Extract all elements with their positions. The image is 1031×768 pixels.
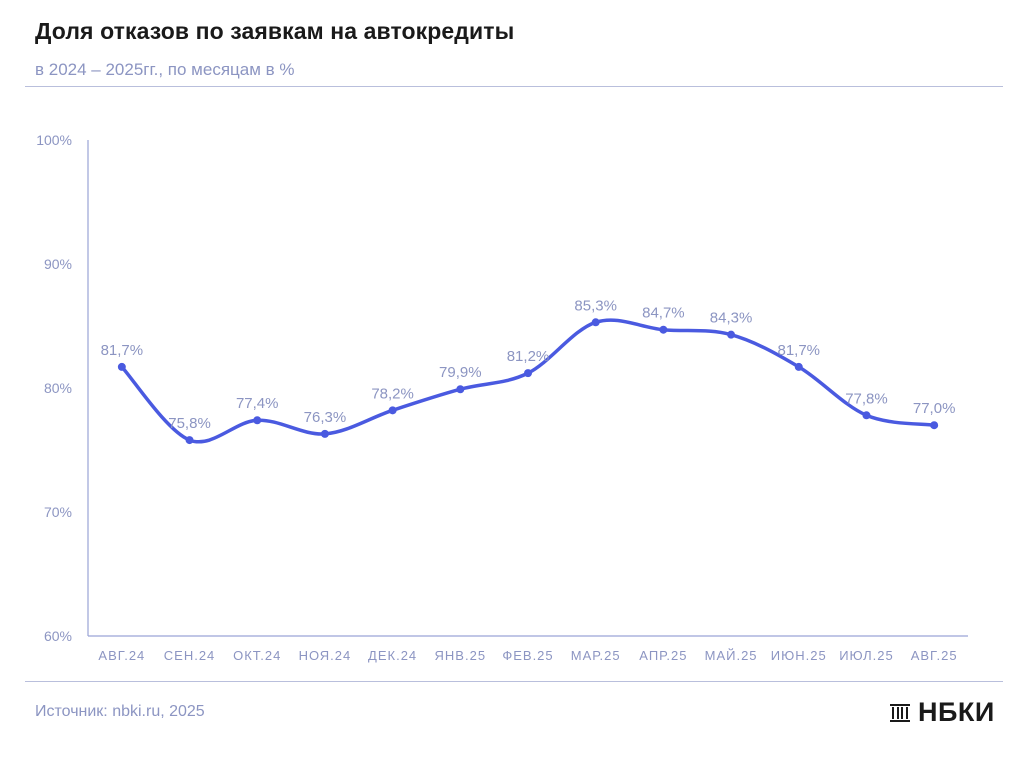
x-tick-label: ИЮН.25 (771, 648, 827, 663)
data-label: 81,2% (507, 348, 550, 365)
data-label: 85,3% (574, 297, 617, 314)
data-label: 76,3% (304, 409, 347, 426)
data-point (794, 362, 803, 371)
data-point (117, 362, 126, 371)
y-tick-label: 90% (44, 256, 72, 272)
y-tick-label: 60% (44, 628, 72, 644)
line-chart: 60% 70% 80% 90% 100% АВГ.24 СЕН.24 ОКТ.24 НОЯ.24… (36, 132, 968, 663)
x-tick-label: ОКТ.24 (233, 648, 281, 663)
y-tick-label: 70% (44, 504, 72, 520)
data-point (591, 318, 600, 327)
data-label: 81,7% (777, 342, 820, 359)
data-point (524, 369, 532, 378)
data-point (930, 421, 939, 430)
x-tick-label: МАЙ.25 (705, 648, 758, 663)
data-point (320, 429, 329, 438)
data-label: 81,7% (101, 342, 144, 359)
y-tick-label: 80% (44, 380, 72, 396)
x-tick-label: АВГ.24 (98, 648, 145, 663)
x-tick-label: ИЮЛ.25 (839, 648, 894, 663)
data-point (185, 436, 194, 445)
data-label: 77,4% (236, 395, 279, 412)
data-label: 77,8% (845, 390, 888, 407)
source-note: Источник: nbki.ru, 2025 (35, 703, 205, 720)
data-point (659, 325, 668, 334)
logo-text: НБКИ (918, 697, 995, 727)
chart-subtitle: в 2024 – 2025гг., по месяцам в % (35, 60, 295, 79)
data-point (862, 411, 871, 420)
x-tick-label: СЕН.24 (164, 648, 216, 663)
bottom-divider (25, 681, 1003, 682)
data-label: 84,3% (710, 310, 753, 327)
nbki-logo: НБКИ (888, 697, 995, 728)
data-label: 79,9% (439, 364, 482, 381)
x-tick-label: АПР.25 (639, 648, 687, 663)
x-tick-label: ДЕК.24 (368, 648, 417, 663)
x-tick-label: АВГ.25 (911, 648, 958, 663)
data-point (456, 385, 465, 394)
chart-title: Доля отказов по заявкам на автокредиты (35, 18, 515, 44)
data-label: 75,8% (168, 415, 211, 432)
x-tick-label: МАР.25 (571, 648, 621, 663)
data-label: 84,7% (642, 305, 685, 322)
data-label: 78,2% (371, 385, 414, 402)
x-tick-label: ЯНВ.25 (435, 648, 487, 663)
y-tick-label: 100% (36, 132, 72, 148)
x-tick-label: НОЯ.24 (299, 648, 352, 663)
nbki-logo-icon (890, 703, 910, 722)
data-point (727, 330, 736, 339)
data-point (388, 406, 397, 415)
data-point (253, 416, 262, 425)
data-label: 77,0% (913, 400, 956, 417)
top-divider (25, 86, 1003, 87)
series-line (120, 318, 936, 444)
x-tick-label: ФЕВ.25 (502, 648, 553, 663)
